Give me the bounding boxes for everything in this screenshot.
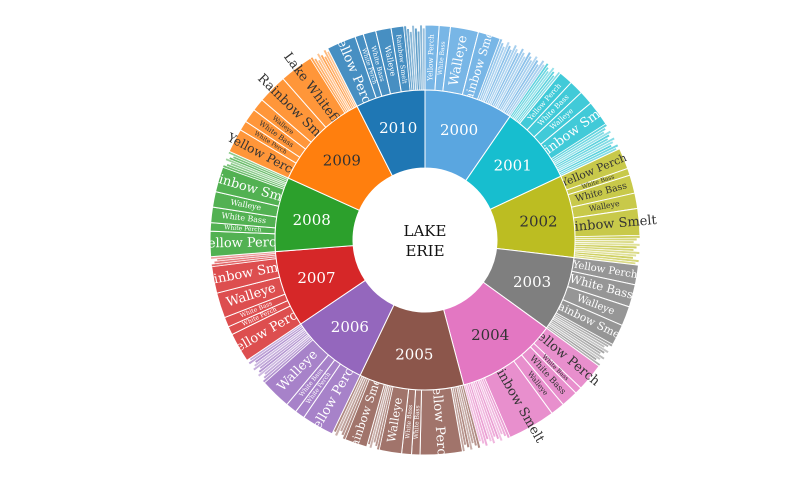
center-label-line-1: LAKE: [404, 222, 447, 240]
species-label: White Bass: [404, 405, 414, 439]
year-label-2007: 2007: [297, 269, 335, 287]
species-label: White Bass: [413, 405, 421, 439]
center-label-line-2: ERIE: [405, 242, 444, 260]
year-label-2005: 2005: [395, 346, 433, 364]
year-label-2008: 2008: [293, 211, 331, 229]
year-label-2000: 2000: [440, 121, 478, 139]
species-label: Yellow Perch: [428, 378, 449, 465]
year-label-2004: 2004: [471, 326, 509, 344]
species-label: White Bass: [437, 41, 447, 75]
year-label-2010: 2010: [379, 119, 417, 137]
minor-sliver[interactable]: [422, 27, 426, 91]
year-ring: 2000 2001 2002 2003 2004 2005 2006 2007 2008 2009…: [274, 89, 576, 391]
center-hole: [353, 168, 497, 312]
species-label: White Perch: [224, 224, 262, 233]
year-label-2009: 2009: [323, 152, 361, 170]
year-label-2002: 2002: [519, 213, 557, 231]
year-label-2001: 2001: [494, 157, 532, 175]
year-label-2006: 2006: [331, 318, 369, 336]
species-label: Yellow Perch: [199, 235, 284, 252]
species-label: Yellow Perch: [425, 34, 436, 82]
year-label-2003: 2003: [513, 273, 551, 291]
